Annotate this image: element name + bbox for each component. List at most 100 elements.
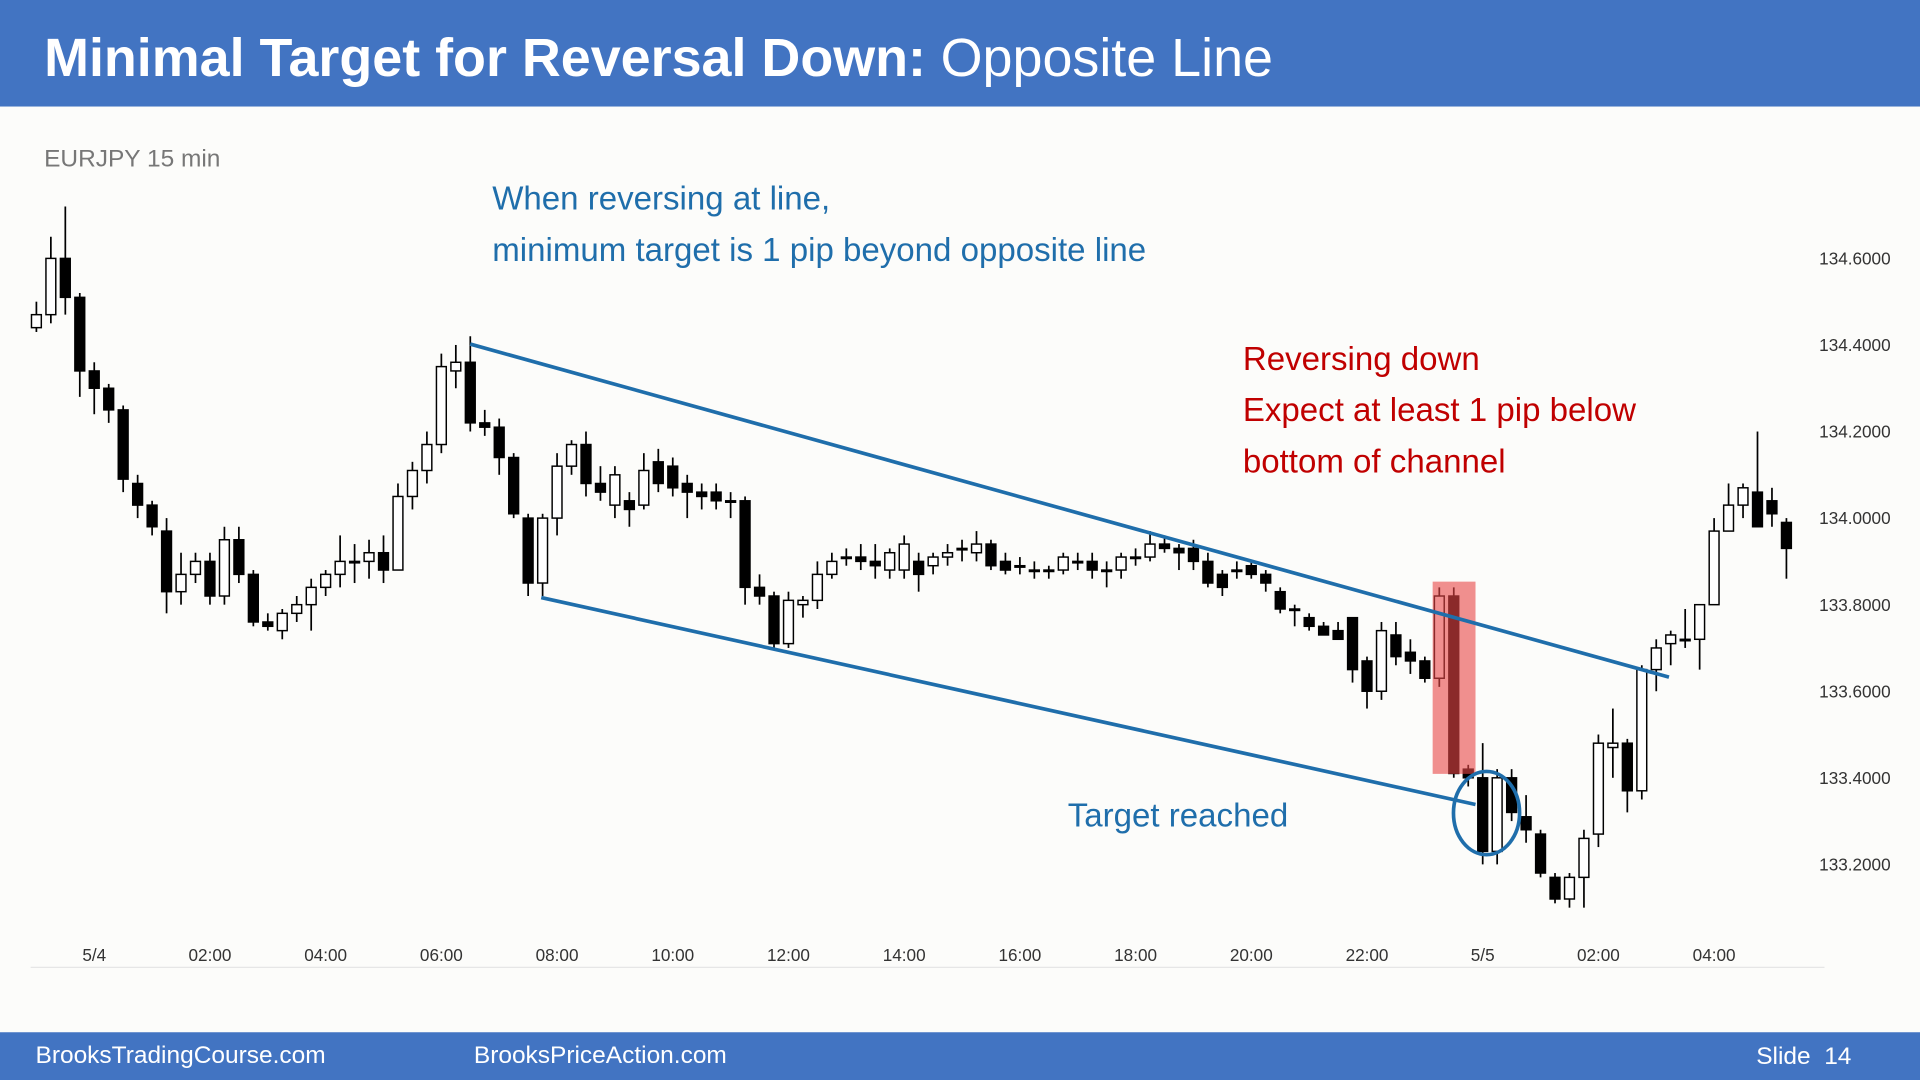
x-tick-label: 08:00 <box>536 945 579 965</box>
candle-body <box>753 586 766 597</box>
candle-body <box>1780 521 1793 550</box>
candle-body <box>1245 564 1257 576</box>
candle-body <box>175 573 187 593</box>
candle-body <box>1404 651 1417 662</box>
candle-body <box>1014 564 1026 568</box>
candle-body <box>1303 616 1315 628</box>
candle-body <box>508 456 520 515</box>
candle-body <box>811 573 824 602</box>
candle-body <box>594 482 607 493</box>
x-tick-label: 22:00 <box>1346 945 1389 965</box>
slide-number: Slide 14 <box>1756 1043 1851 1070</box>
candle-body <box>450 361 462 372</box>
x-tick-label: 06:00 <box>420 945 463 965</box>
candle-body <box>1375 629 1388 692</box>
x-tick-label: 16:00 <box>998 945 1041 965</box>
candle-body <box>45 257 57 316</box>
candle-body <box>638 469 650 506</box>
annotation: Reversing down <box>1243 341 1480 378</box>
x-tick-label: 04:00 <box>304 945 347 965</box>
candle-body <box>1636 668 1648 792</box>
candle-body <box>146 504 158 528</box>
candle-body <box>522 517 534 584</box>
candle-body <box>334 560 346 576</box>
candle-body <box>421 443 433 472</box>
candle-body <box>941 551 954 558</box>
candle-body <box>565 443 578 467</box>
candle-body <box>1101 569 1113 573</box>
candle-body <box>1057 556 1069 571</box>
candle-body <box>1693 603 1706 641</box>
candle-body <box>1187 547 1200 563</box>
candle-body <box>1665 634 1677 645</box>
annotation: minimum target is 1 pip beyond opposite … <box>492 232 1146 269</box>
annotation: When reversing at line, <box>492 180 830 217</box>
candle-body <box>985 543 997 567</box>
candle-body <box>1520 816 1532 831</box>
candle-body <box>782 599 795 645</box>
candle-body <box>1563 876 1576 900</box>
x-tick-label: 14:00 <box>883 945 926 965</box>
candle-body <box>1737 487 1749 506</box>
target-circle <box>1451 769 1522 857</box>
candle-body <box>956 547 968 551</box>
y-tick-label: 134.6000 <box>1819 249 1890 269</box>
candle-body <box>305 586 317 606</box>
candle-body <box>1578 837 1590 879</box>
candle-body <box>840 556 852 560</box>
candle-body <box>1419 660 1431 679</box>
title-normal: Opposite Line <box>941 28 1273 88</box>
candle-body <box>262 621 274 628</box>
footer-bar <box>0 1032 1920 1080</box>
candle-body <box>551 465 563 519</box>
candle-body <box>1332 629 1344 641</box>
candle-body <box>1274 590 1286 610</box>
candle-body <box>1751 491 1764 528</box>
candle-body <box>999 560 1012 571</box>
candle-body <box>1491 777 1503 853</box>
candle-body <box>1534 833 1547 874</box>
candle-body <box>377 551 390 571</box>
candle-body <box>1361 660 1373 692</box>
candle-body <box>1231 569 1243 573</box>
candle-body <box>479 422 491 428</box>
lower-channel-line <box>540 595 1476 807</box>
candle-body <box>131 482 144 506</box>
candle-body <box>1144 543 1156 558</box>
candle-body <box>406 469 419 498</box>
x-tick-label: 18:00 <box>1114 945 1157 965</box>
candle-body <box>609 474 621 506</box>
candle-body <box>1346 616 1359 671</box>
candle-body <box>1086 560 1098 571</box>
candle-body <box>1043 569 1055 573</box>
candle-body <box>912 560 925 576</box>
candle-body <box>1072 560 1084 564</box>
candle-body <box>1289 608 1301 612</box>
candle-body <box>652 461 664 485</box>
candle-body <box>1766 500 1778 515</box>
x-tick-label: 02:00 <box>1577 945 1620 965</box>
x-tick-label: 04:00 <box>1693 945 1736 965</box>
candle-body <box>1115 556 1127 571</box>
candle-body <box>927 556 939 567</box>
candle-body <box>59 257 71 299</box>
y-tick-label: 134.2000 <box>1819 422 1890 442</box>
candle-body <box>276 612 288 632</box>
annotation: Expect at least 1 pip below <box>1243 392 1636 429</box>
candle-body <box>1621 742 1633 792</box>
candle-body <box>580 443 592 485</box>
candle-body <box>724 500 737 503</box>
candle-body <box>898 543 910 571</box>
candle-body <box>768 595 780 645</box>
x-tick-label: 20:00 <box>1230 945 1273 965</box>
y-tick-label: 134.0000 <box>1819 508 1890 528</box>
candle-body <box>291 603 303 615</box>
candle-body <box>1317 625 1330 636</box>
candle-body <box>667 465 679 489</box>
x-tick-label: 12:00 <box>767 945 810 965</box>
candle-body <box>88 370 100 389</box>
candle-body <box>204 560 216 597</box>
x-tick-label: 10:00 <box>651 945 694 965</box>
